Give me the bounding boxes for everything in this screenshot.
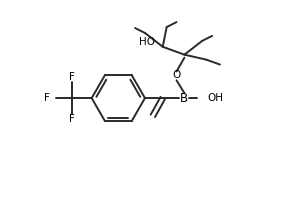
Text: B: B [180, 92, 189, 105]
Text: F: F [69, 114, 75, 124]
Text: O: O [172, 70, 181, 80]
Text: F: F [44, 93, 50, 103]
Text: OH: OH [207, 93, 223, 103]
Text: HO: HO [139, 37, 155, 47]
Text: F: F [69, 72, 75, 82]
